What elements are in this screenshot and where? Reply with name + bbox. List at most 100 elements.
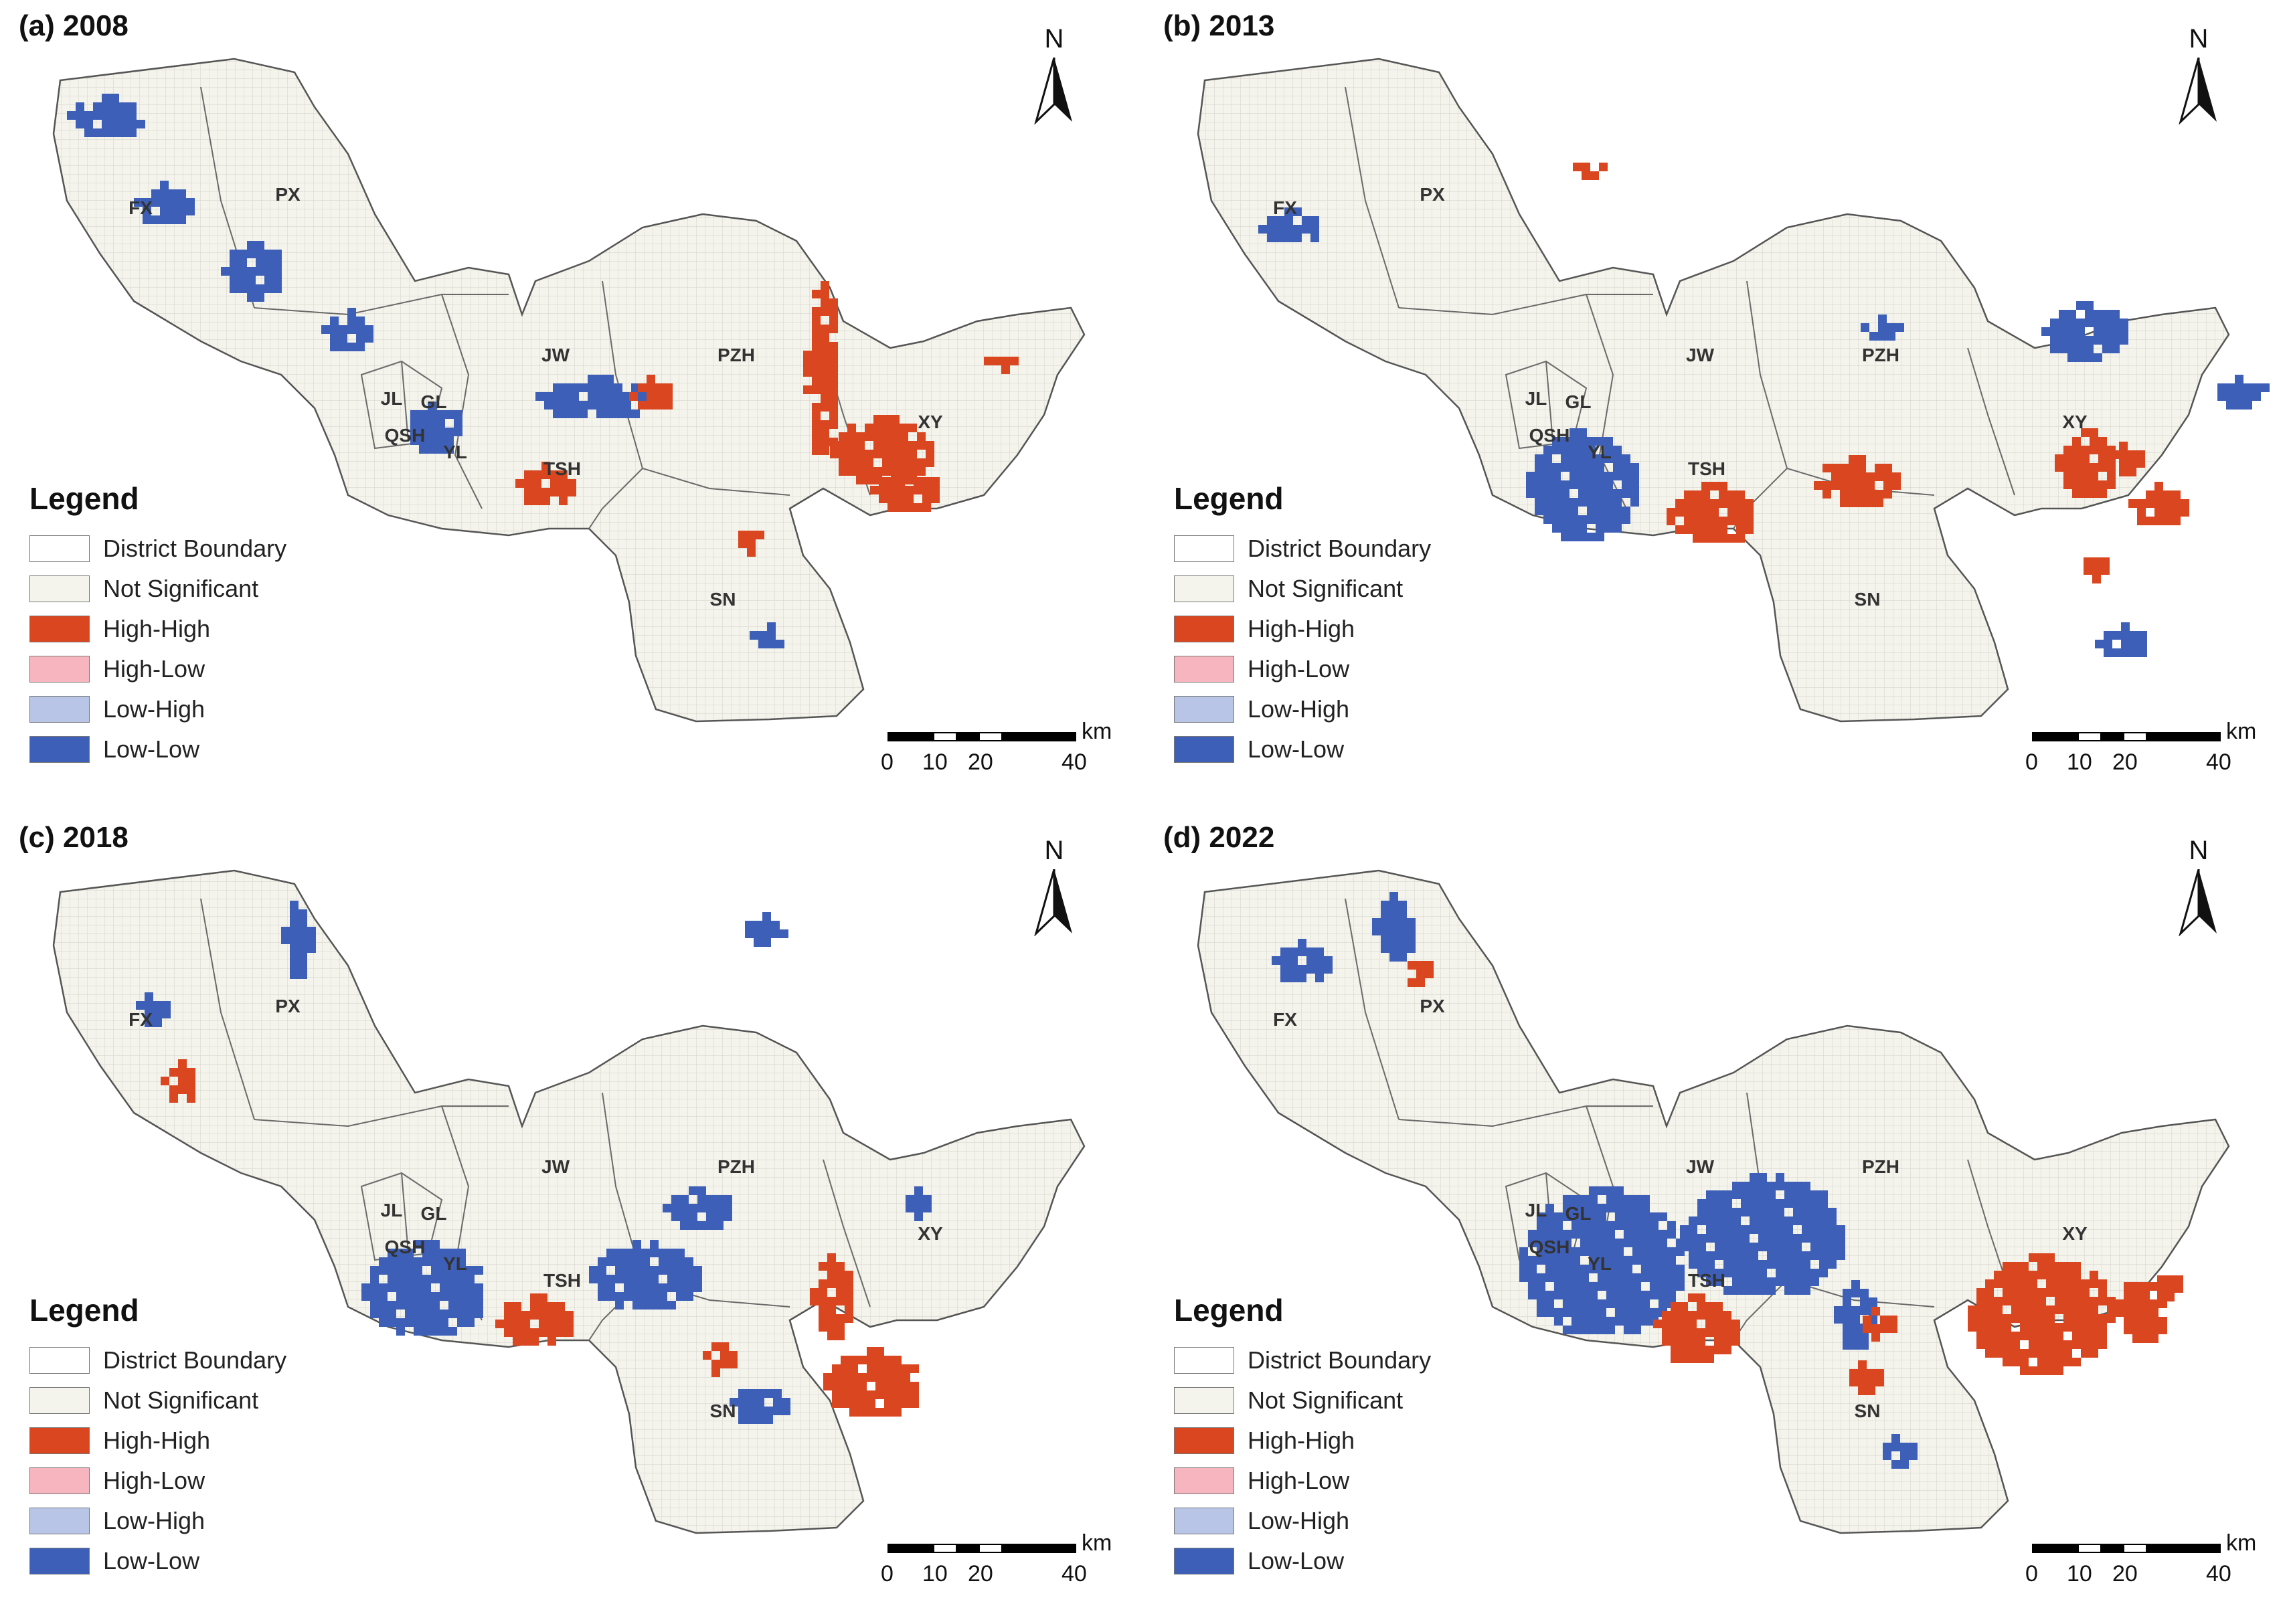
cluster-cell <box>110 94 119 102</box>
cluster-cell <box>900 432 908 441</box>
cluster-cell <box>1552 515 1561 524</box>
cluster-cell <box>841 1364 849 1373</box>
cluster-cell <box>1632 1204 1641 1212</box>
cluster-cell <box>2081 1340 2090 1349</box>
cluster-cell <box>849 1390 858 1399</box>
cluster-cell <box>1878 332 1887 341</box>
cluster-cell <box>832 1399 841 1408</box>
cluster-cell <box>847 467 856 476</box>
cluster-cell <box>829 368 838 377</box>
cluster-cell <box>767 622 776 631</box>
cluster-cell <box>1276 234 1284 242</box>
cluster-cell <box>680 1221 689 1230</box>
cluster-cell <box>1858 1378 1867 1386</box>
cluster-cell <box>128 128 137 137</box>
cluster-cell <box>169 207 177 215</box>
cluster-cell <box>2102 319 2111 327</box>
cluster-cell <box>414 1327 422 1336</box>
district-label: PZH <box>717 345 755 365</box>
cluster-cell <box>2081 428 2090 437</box>
district-label: JW <box>541 1156 570 1177</box>
cluster-cell <box>550 470 559 479</box>
scale-tick: 10 <box>2067 1561 2092 1587</box>
cluster-cell <box>388 1301 396 1310</box>
cluster-cell <box>1810 1243 1819 1251</box>
cluster-cell <box>2166 1275 2175 1284</box>
cluster-cell <box>145 992 153 1001</box>
cluster-cell <box>1689 1243 1697 1251</box>
cluster-cell <box>1793 1277 1802 1286</box>
cluster-cell <box>1684 525 1693 534</box>
cluster-cell <box>2166 1284 2175 1293</box>
district-label: QSH <box>385 425 426 446</box>
cluster-cell <box>1985 1288 1994 1297</box>
cluster-cell <box>1887 332 1895 341</box>
cluster-cell <box>1866 481 1875 490</box>
cluster-cell <box>256 241 264 250</box>
cluster-cell <box>2157 1293 2166 1301</box>
legend-item: High-Low <box>29 1461 286 1501</box>
legend-swatch <box>29 575 90 602</box>
cluster-cell <box>2081 489 2090 498</box>
cluster-cell <box>238 258 247 267</box>
cluster-cell <box>1537 1247 1545 1256</box>
cluster-cell <box>1267 225 1276 234</box>
cluster-cell <box>1293 207 1302 216</box>
cluster-cell <box>2111 319 2120 327</box>
cluster-cell <box>1545 1291 1554 1299</box>
cluster-cell <box>1578 489 1587 498</box>
legend-label: Not Significant <box>1248 575 1404 602</box>
cluster-cell <box>2243 383 2252 392</box>
legend-swatch <box>1174 616 1234 642</box>
district-label: JL <box>1525 1200 1547 1221</box>
cluster-cell <box>1843 1289 1851 1297</box>
cluster-cell <box>1570 428 1578 437</box>
cluster-cell <box>1758 1277 1767 1286</box>
cluster-cell <box>570 392 579 401</box>
cluster-cell <box>1684 499 1693 508</box>
cluster-cell <box>541 488 550 497</box>
cluster-cell <box>1689 1260 1697 1269</box>
legend-item: Low-High <box>1174 1501 1431 1541</box>
legend-label: High-Low <box>1248 655 1350 683</box>
cluster-cell <box>706 1221 715 1230</box>
panel-title: (c) 2018 <box>19 821 129 854</box>
cluster-cell <box>2124 1299 2132 1308</box>
cluster-cell <box>1381 944 1389 953</box>
cluster-cell <box>2003 1323 2011 1332</box>
cluster-cell <box>2085 336 2094 345</box>
cluster-cell <box>1578 515 1587 524</box>
cluster-cell <box>102 120 110 128</box>
cluster-cell <box>2081 1288 2090 1297</box>
cluster-cell <box>396 1283 405 1292</box>
cluster-cell <box>299 944 307 953</box>
cluster-cell <box>1398 927 1407 935</box>
cluster-cell <box>1615 1186 1624 1195</box>
cluster-cell <box>1793 1199 1802 1208</box>
cluster-cell <box>724 1195 732 1204</box>
cluster-cell <box>1545 1221 1554 1230</box>
cluster-cell <box>2094 336 2102 345</box>
cluster-cell <box>1615 1291 1624 1299</box>
cluster-cell <box>1860 1341 1869 1350</box>
cluster-cell <box>466 1283 475 1292</box>
map-panel: FX PX JW PZH XY JL GL QSH YL TSH SN (c) 2018 N Leg… <box>0 812 1144 1623</box>
cluster-cell <box>2072 446 2081 454</box>
cluster-cell <box>2098 1323 2107 1332</box>
cluster-cell <box>230 276 238 284</box>
cluster-cell <box>1650 1239 1659 1247</box>
cluster-cell <box>812 342 821 351</box>
cluster-cell <box>2163 508 2172 517</box>
cluster-cell <box>2081 1314 2090 1323</box>
cluster-cell <box>2107 463 2116 472</box>
cluster-cell <box>884 1382 893 1390</box>
cluster-cell <box>256 284 264 293</box>
cluster-cell <box>2098 463 2107 472</box>
cluster-cell <box>659 1292 667 1301</box>
cluster-cell <box>2011 1271 2020 1279</box>
cluster-cell <box>2046 1358 2055 1366</box>
cluster-cell <box>1641 1239 1650 1247</box>
cluster-cell <box>1589 1239 1598 1247</box>
cluster-cell <box>2104 648 2112 657</box>
cluster-cell <box>2063 1358 2072 1366</box>
